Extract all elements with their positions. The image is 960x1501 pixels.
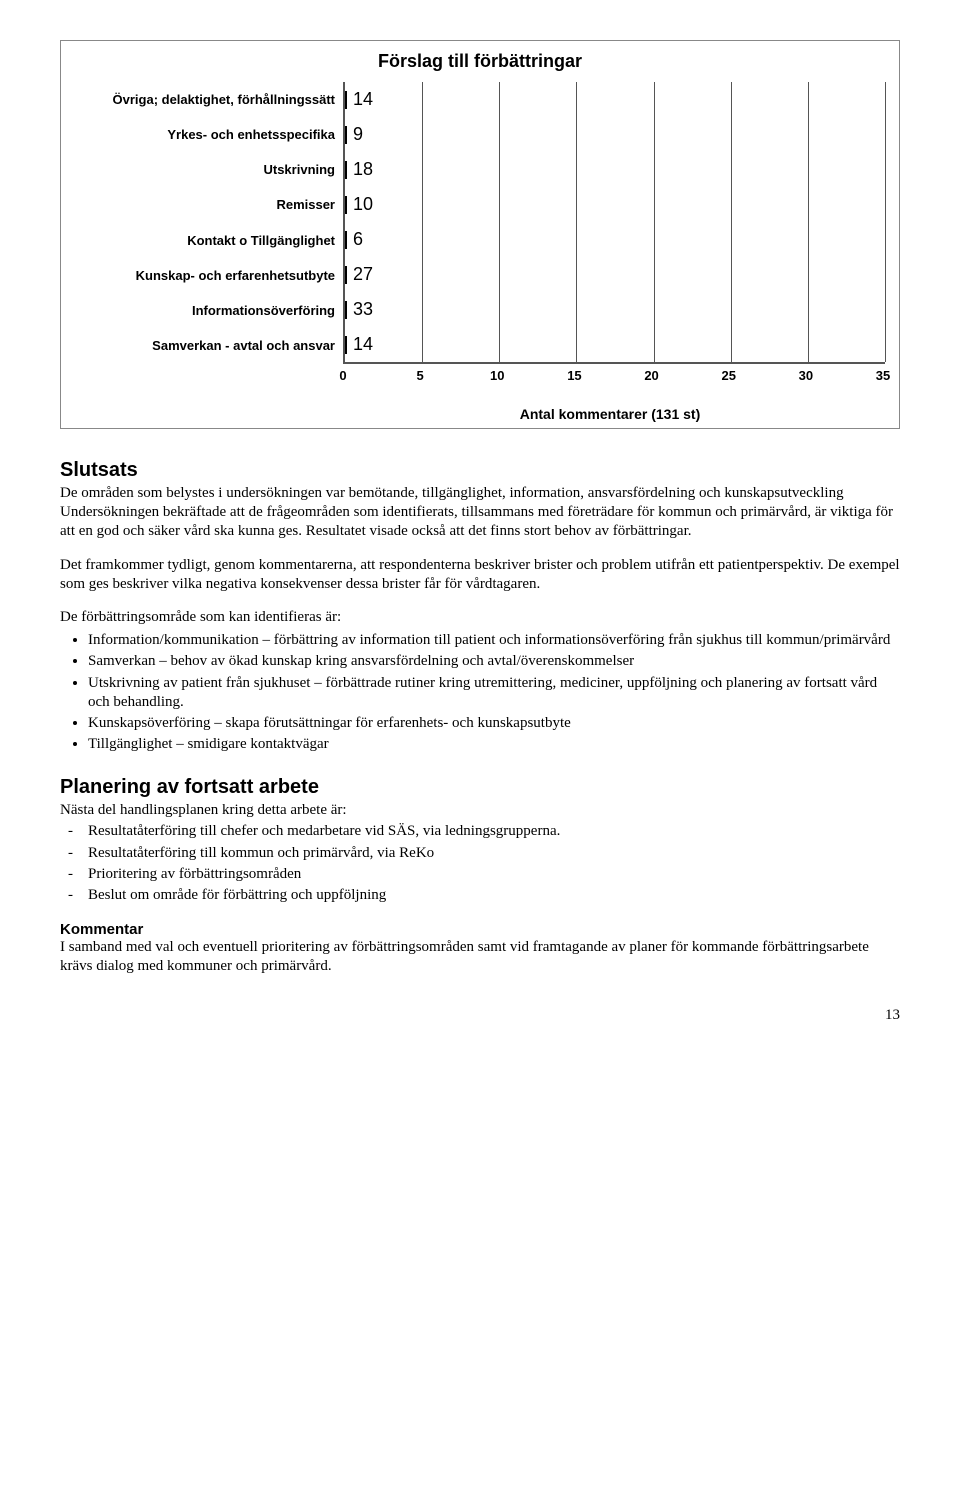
chart-x-tick: 25 bbox=[721, 368, 735, 383]
chart-bar-value: 10 bbox=[353, 194, 373, 215]
chart-x-tick: 15 bbox=[567, 368, 581, 383]
chart-x-tick: 35 bbox=[876, 368, 890, 383]
page-number: 13 bbox=[60, 1007, 900, 1024]
planering-intro: Nästa del handlingsplanen kring detta ar… bbox=[60, 801, 900, 820]
chart-category-label: Samverkan - avtal och ansvar bbox=[75, 331, 335, 361]
kommentar-p: I samband med val och eventuell priorite… bbox=[60, 938, 900, 976]
chart-category-label: Informationsöverföring bbox=[75, 296, 335, 326]
chart-x-tick: 0 bbox=[339, 368, 346, 383]
list-item: Utskrivning av patient från sjukhuset – … bbox=[88, 674, 900, 712]
chart-x-tick: 30 bbox=[799, 368, 813, 383]
planering-list: Resultatåterföring till chefer och medar… bbox=[60, 822, 900, 905]
chart-bar-value: 33 bbox=[353, 299, 373, 320]
chart-bar bbox=[345, 231, 347, 249]
chart-bar-row: 33 bbox=[345, 301, 373, 319]
chart-title: Förslag till förbättringar bbox=[75, 51, 885, 72]
chart-x-tick: 20 bbox=[644, 368, 658, 383]
chart-x-title: Antal kommentarer (131 st) bbox=[335, 406, 885, 422]
list-item: Resultatåterföring till chefer och medar… bbox=[88, 822, 900, 841]
forbattringsomrade-list: Information/kommunikation – förbättring … bbox=[60, 631, 900, 754]
chart-bar-value: 14 bbox=[353, 334, 373, 355]
chart-bar-row: 18 bbox=[345, 161, 373, 179]
chart-bar-row: 14 bbox=[345, 91, 373, 109]
chart-x-axis: 05101520253035 bbox=[75, 368, 885, 386]
chart-category-label: Remisser bbox=[75, 190, 335, 220]
list-item: Beslut om område för förbättring och upp… bbox=[88, 886, 900, 905]
kommentar-heading: Kommentar bbox=[60, 921, 900, 938]
slutsats-heading: Slutsats bbox=[60, 459, 900, 482]
chart-y-labels: Övriga; delaktighet, förhållningssätt Yrk… bbox=[75, 82, 343, 364]
chart-plot: 14 9 18 10 6 27 33 14 bbox=[343, 82, 885, 364]
list-item: Resultatåterföring till kommun och primä… bbox=[88, 844, 900, 863]
chart-category-label: Utskrivning bbox=[75, 155, 335, 185]
chart-bar-row: 14 bbox=[345, 336, 373, 354]
chart-bar bbox=[345, 301, 347, 319]
chart-bar bbox=[345, 336, 347, 354]
chart-plot-inner: 14 9 18 10 6 27 33 14 bbox=[345, 82, 885, 362]
chart-category-label: Kontakt o Tillgänglighet bbox=[75, 226, 335, 256]
list-item: Prioritering av förbättringsområden bbox=[88, 865, 900, 884]
chart-bar bbox=[345, 91, 347, 109]
forbattringsomrade-intro: De förbättringsområde som kan identifier… bbox=[60, 608, 900, 627]
list-item: Tillgänglighet – smidigare kontaktvägar bbox=[88, 735, 900, 754]
slutsats-p1: De områden som belystes i undersökningen… bbox=[60, 484, 900, 542]
chart-bar-value: 9 bbox=[353, 124, 363, 145]
chart-category-label: Kunskap- och erfarenhetsutbyte bbox=[75, 261, 335, 291]
list-item: Samverkan – behov av ökad kunskap kring … bbox=[88, 652, 900, 671]
chart-bar bbox=[345, 161, 347, 179]
chart-bar-row: 9 bbox=[345, 126, 363, 144]
chart-body: Övriga; delaktighet, förhållningssätt Yrk… bbox=[75, 82, 885, 364]
chart-bar-value: 18 bbox=[353, 159, 373, 180]
chart-bar-row: 27 bbox=[345, 266, 373, 284]
chart-bar-value: 27 bbox=[353, 264, 373, 285]
chart-bar-value: 14 bbox=[353, 89, 373, 110]
chart-bar bbox=[345, 126, 347, 144]
list-item: Information/kommunikation – förbättring … bbox=[88, 631, 900, 650]
chart-x-tick: 10 bbox=[490, 368, 504, 383]
improvement-chart: Förslag till förbättringar Övriga; delak… bbox=[60, 40, 900, 429]
chart-x-tick: 5 bbox=[417, 368, 424, 383]
planering-heading: Planering av fortsatt arbete bbox=[60, 776, 900, 799]
list-item: Kunskapsöverföring – skapa förutsättning… bbox=[88, 714, 900, 733]
chart-bar-value: 6 bbox=[353, 229, 363, 250]
chart-category-label: Yrkes- och enhetsspecifika bbox=[75, 120, 335, 150]
chart-bar bbox=[345, 266, 347, 284]
chart-category-label: Övriga; delaktighet, förhållningssätt bbox=[75, 85, 335, 115]
chart-bar-row: 6 bbox=[345, 231, 363, 249]
chart-bar bbox=[345, 196, 347, 214]
chart-bar-row: 10 bbox=[345, 196, 373, 214]
slutsats-p3: Det framkommer tydligt, genom kommentare… bbox=[60, 556, 900, 594]
